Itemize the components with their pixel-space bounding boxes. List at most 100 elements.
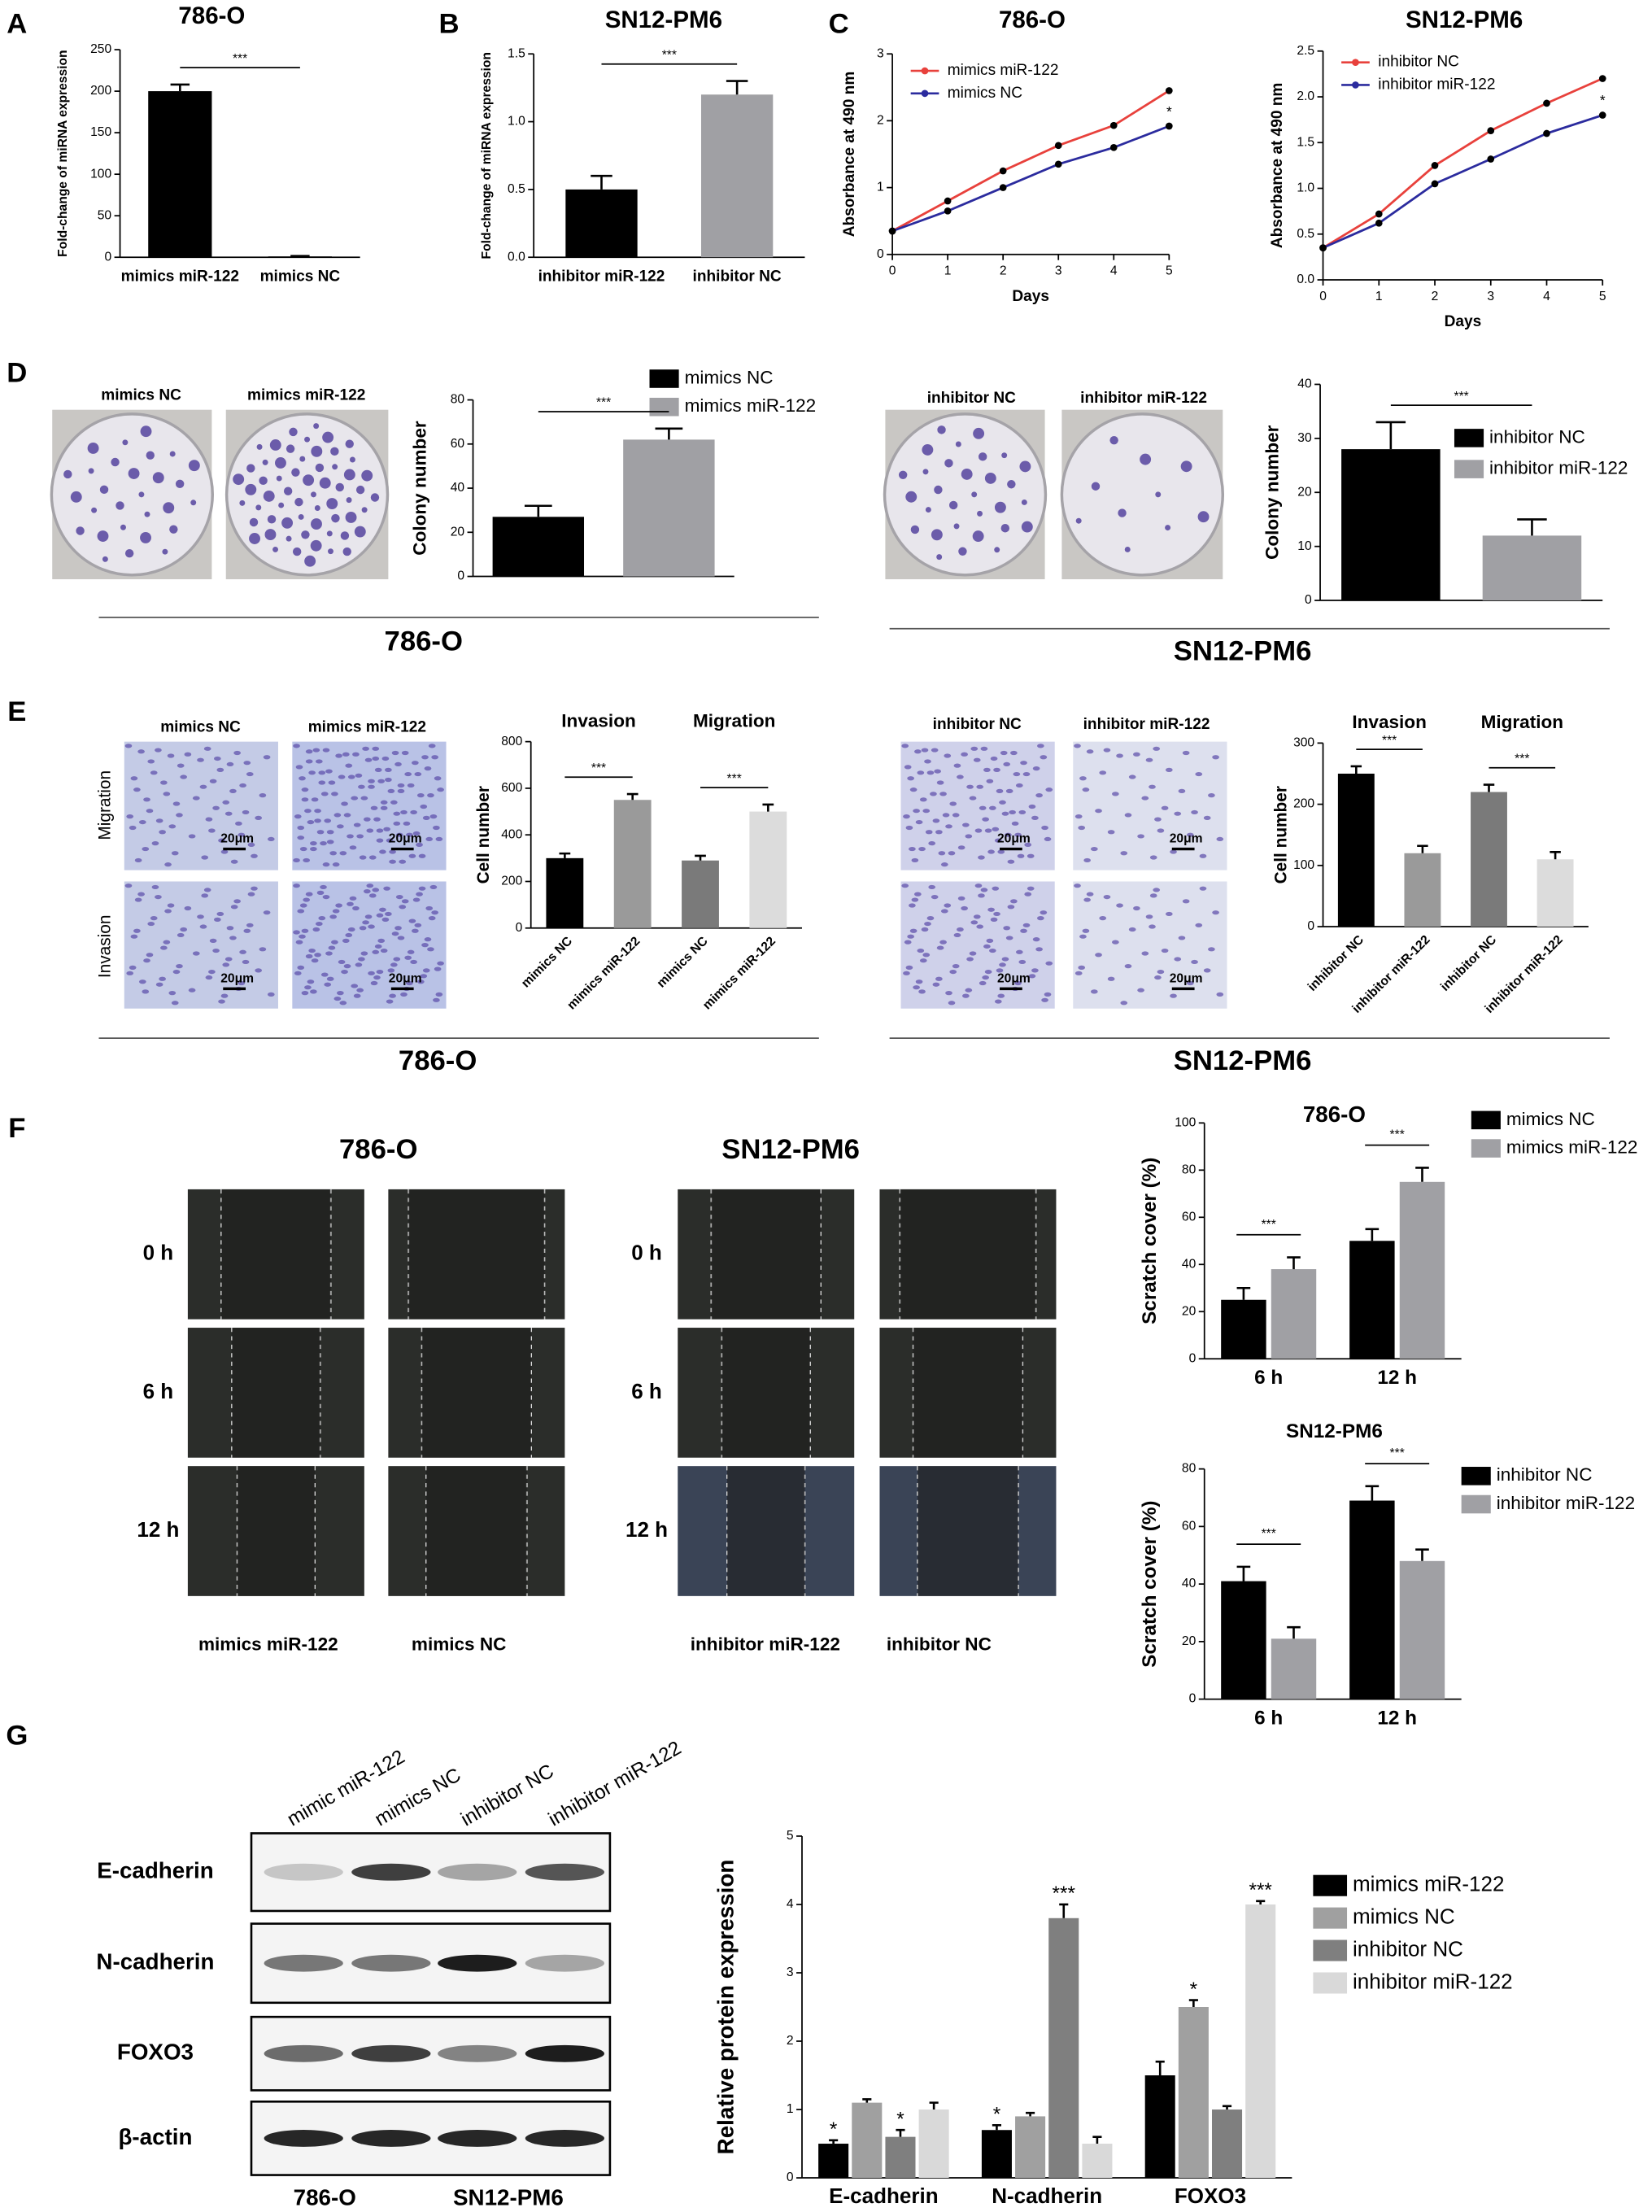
cell <box>294 971 302 975</box>
colony <box>910 525 920 534</box>
annotation: *** <box>1249 1879 1273 1901</box>
cell <box>331 792 338 796</box>
dish <box>1060 412 1225 577</box>
cell <box>1199 886 1207 891</box>
colony <box>1124 546 1131 552</box>
cell <box>984 969 992 975</box>
point <box>1165 87 1173 94</box>
cell <box>1137 834 1144 839</box>
cell <box>1157 969 1165 975</box>
legend-swatch <box>1454 460 1484 478</box>
cell <box>397 936 405 940</box>
cell <box>138 819 146 825</box>
y-tick-label: 150 <box>90 125 111 139</box>
cell <box>1208 947 1215 952</box>
cell <box>307 819 315 825</box>
cell <box>393 811 401 816</box>
cell <box>259 947 267 952</box>
cell <box>335 903 342 908</box>
cell <box>124 744 133 748</box>
colony <box>263 490 275 502</box>
cell <box>324 818 332 823</box>
y-tick-label: 40 <box>1182 1257 1197 1271</box>
time-label: 12 h <box>625 1517 668 1542</box>
point <box>888 227 896 235</box>
cell <box>1086 749 1094 754</box>
error-bar <box>524 504 552 517</box>
legend-marker <box>1352 59 1359 67</box>
colony <box>1075 517 1082 524</box>
cell <box>926 770 935 775</box>
colony <box>70 491 82 503</box>
cell <box>142 989 150 994</box>
cell <box>203 888 211 892</box>
error-bar <box>1026 2111 1035 2117</box>
cell <box>381 756 390 761</box>
cell <box>1170 993 1177 998</box>
cell <box>911 897 919 902</box>
bar <box>623 439 715 577</box>
cell <box>987 907 995 912</box>
cell <box>380 800 388 805</box>
error-bar <box>1256 1900 1266 1904</box>
colony <box>1155 491 1162 498</box>
cell <box>208 828 216 833</box>
cell <box>130 934 138 939</box>
cell <box>325 769 333 774</box>
cell <box>213 756 221 761</box>
cell <box>347 774 355 779</box>
cell <box>925 830 933 835</box>
cell <box>379 907 386 912</box>
cell <box>222 962 230 967</box>
cell <box>984 828 992 833</box>
annotation: * <box>1190 1979 1198 2000</box>
colony <box>303 474 315 486</box>
cell <box>1157 828 1165 833</box>
cell <box>393 957 401 962</box>
cell <box>353 993 361 998</box>
cell <box>1174 811 1182 816</box>
cell <box>904 765 912 770</box>
x-axis-label: Days <box>1012 288 1049 305</box>
cell <box>915 819 923 825</box>
cell <box>184 905 192 911</box>
cell <box>414 923 422 927</box>
colony <box>311 491 316 498</box>
cell <box>345 932 353 938</box>
cell <box>990 756 998 761</box>
cell <box>1010 750 1018 756</box>
cell <box>414 771 422 777</box>
legend-marker <box>921 67 929 75</box>
y-axis-label: Cell number <box>1272 786 1291 883</box>
cell <box>421 755 429 760</box>
cell <box>301 928 309 933</box>
y-tick-label: 20 <box>1182 1304 1197 1318</box>
colony <box>326 530 333 537</box>
cell <box>996 788 1004 793</box>
cell <box>944 903 952 908</box>
line <box>1322 77 1603 249</box>
cell <box>395 832 403 837</box>
cell <box>205 817 213 822</box>
legend-swatch <box>1461 1494 1491 1514</box>
cell <box>1145 914 1153 919</box>
panel-label: B <box>438 9 459 40</box>
cell <box>395 894 403 900</box>
cell <box>420 804 428 809</box>
colony <box>255 504 262 511</box>
cell <box>235 821 242 826</box>
y-tick-label: 0 <box>104 250 111 264</box>
y-tick-label: 80 <box>1182 1462 1197 1476</box>
cell <box>993 911 1000 917</box>
legend-swatch <box>649 369 679 388</box>
cell <box>326 976 334 981</box>
cell <box>251 886 258 891</box>
legend-label: inhibitor miR-122 <box>1353 1969 1513 1993</box>
point <box>1109 121 1118 129</box>
cell <box>293 883 300 888</box>
cell <box>1001 957 1009 962</box>
wound <box>421 1328 532 1458</box>
cell <box>362 746 369 751</box>
cell <box>320 972 329 977</box>
cell <box>1112 940 1119 945</box>
